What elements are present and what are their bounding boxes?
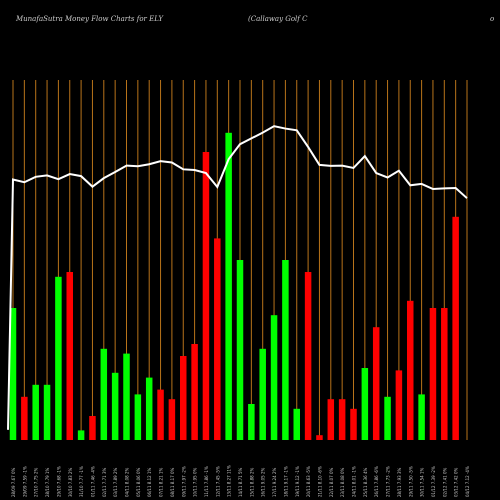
volume-bar	[316, 435, 323, 440]
volume-bar	[191, 344, 198, 440]
volume-bar	[293, 408, 300, 440]
volume-bar	[100, 348, 108, 440]
volume-bar	[145, 377, 153, 440]
volume-bar	[259, 348, 266, 440]
chart-title: MunafaSutra Money Flow Charts for ELY	[16, 15, 164, 23]
volume-bar	[180, 356, 187, 440]
x-tick-label: 17/11 9.24 2%	[272, 467, 277, 497]
volume-bar	[270, 315, 278, 440]
volume-bar	[111, 372, 119, 440]
x-tick-label: 11/11 7.86 -1%	[204, 466, 209, 497]
x-tick-label: 24/11 8.01 -1%	[352, 466, 357, 497]
volume-bar	[327, 399, 335, 440]
x-tick-label: 10/11 7.95 0%	[193, 467, 198, 497]
x-tick-label: 06/11 8.12 1%	[147, 467, 152, 497]
x-tick-label: 15/11 8.88 2%	[249, 467, 254, 497]
company-name-tail: o	[490, 15, 495, 23]
x-tick-label: 04/11 8.08 2%	[125, 467, 130, 497]
volume-bar	[372, 327, 380, 440]
x-tick-label: 20/11 8.63 -5%	[306, 466, 311, 497]
volume-bar	[395, 370, 403, 440]
x-tick-label: 05/11 8.06 0%	[136, 467, 141, 497]
x-tick-label: 03/12 7.42 0%	[454, 467, 459, 497]
x-tick-label: 30/11 7.54 1%	[420, 467, 425, 497]
x-tick-label: 08/11 8.17 0%	[170, 467, 175, 497]
volume-bar	[452, 216, 459, 440]
x-tick-label: 02/11 7.71 3%	[102, 467, 107, 497]
volume-bar	[89, 416, 96, 440]
x-tick-label: 26/11 7.86 -6%	[374, 466, 379, 497]
x-tick-label: 25/11 8.36 4%	[363, 467, 368, 497]
volume-bar	[429, 308, 437, 440]
x-tick-label: 30/10 7.83 2%	[68, 467, 73, 497]
x-tick-label: 28/09 7.67 0%	[11, 467, 16, 497]
x-tick-label: 01/12 7.39 -2%	[431, 466, 436, 497]
volume-bar	[134, 394, 142, 440]
volume-bar	[338, 399, 346, 440]
company-name: (Callaway Golf C	[248, 15, 308, 23]
x-tick-label: 27/10 7.75 2%	[34, 467, 39, 497]
volume-bar	[350, 408, 357, 440]
volume-bar	[304, 272, 312, 440]
volume-bar	[236, 260, 244, 440]
x-tick-label: 09/11 7.97 -2%	[181, 466, 186, 497]
x-tick-label: 29/09 7.59 -1%	[22, 466, 27, 497]
x-tick-label: 27/11 7.73 -2%	[386, 466, 391, 497]
volume-bar	[157, 389, 164, 440]
x-tick-label: 18/11 9.17 -1%	[283, 466, 288, 497]
x-tick-label: 04/12 7.12 -4%	[465, 466, 470, 497]
x-tick-label: 21/11 8.10 -6%	[317, 466, 322, 497]
x-tick-label: 31/10 7.77 -1%	[79, 466, 84, 497]
volume-bar	[361, 368, 369, 440]
volume-bar	[418, 394, 425, 440]
volume-bar	[21, 396, 28, 440]
x-tick-label: 02/12 7.41 0%	[442, 467, 447, 497]
x-tick-label: 22/11 8.07 0%	[329, 467, 334, 497]
volume-bar	[248, 404, 255, 440]
volume-bar	[32, 384, 39, 440]
x-tick-label: 03/11 7.89 2%	[113, 467, 118, 497]
x-tick-label: 07/11 8.21 1%	[159, 467, 164, 497]
x-tick-label: 29/11 7.50 -5%	[408, 466, 413, 497]
x-tick-label: 13/11 8.27 11%	[227, 465, 232, 497]
x-tick-label: 19/11 9.12 -1%	[295, 466, 300, 497]
x-tick-label: 12/11 7.45 -5%	[215, 466, 220, 497]
volume-bar	[43, 384, 51, 440]
volume-bar	[214, 238, 221, 440]
volume-bar	[282, 260, 289, 440]
volume-bar	[9, 308, 17, 440]
volume-bar	[123, 353, 130, 440]
volume-bar	[225, 132, 232, 441]
x-tick-label: 29/10 7.68 -1%	[56, 466, 61, 497]
volume-bar	[66, 272, 73, 440]
x-tick-label: 28/10 7.79 1%	[45, 467, 50, 497]
volume-bar	[407, 300, 414, 440]
x-tick-label: 14/11 8.71 5%	[238, 467, 243, 497]
x-tick-label: 23/11 8.08 0%	[340, 467, 345, 497]
x-tick-label: 28/11 7.93 3%	[397, 467, 402, 497]
volume-bar	[77, 430, 85, 440]
x-tick-label: 16/11 9.05 2%	[261, 467, 266, 497]
volume-bar	[55, 276, 62, 440]
price-line	[7, 125, 468, 430]
x-tick-label: 01/11 7.46 -4%	[90, 466, 95, 497]
volume-bar	[202, 152, 210, 440]
volume-bar	[441, 308, 448, 440]
volume-bar	[384, 396, 391, 440]
volume-bar	[168, 399, 176, 440]
